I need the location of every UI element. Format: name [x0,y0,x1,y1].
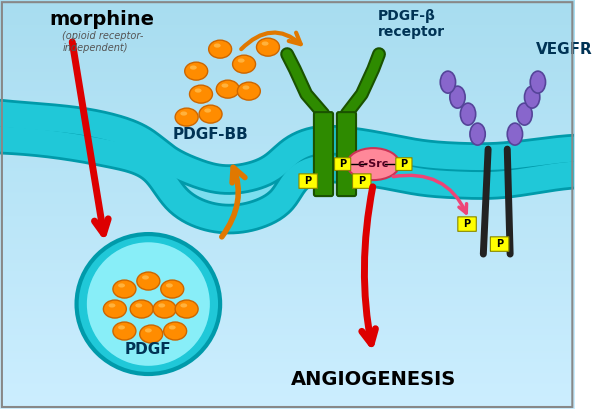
Ellipse shape [347,148,400,180]
Ellipse shape [185,62,208,80]
Ellipse shape [118,325,125,330]
FancyArrowPatch shape [241,33,301,49]
Text: ANGIOGENESIS: ANGIOGENESIS [290,369,456,389]
Ellipse shape [113,322,136,340]
Ellipse shape [233,55,256,73]
FancyArrowPatch shape [72,42,108,234]
Ellipse shape [118,283,125,288]
Ellipse shape [262,41,269,46]
Ellipse shape [103,300,127,318]
Text: P: P [463,219,470,229]
Text: VEGFR: VEGFR [536,42,593,57]
FancyBboxPatch shape [337,112,356,196]
Polygon shape [0,114,574,219]
FancyBboxPatch shape [353,174,371,188]
Ellipse shape [109,303,115,308]
Text: (opioid receptor-
independent): (opioid receptor- independent) [62,31,143,53]
Ellipse shape [204,108,211,112]
Ellipse shape [166,283,173,288]
Ellipse shape [530,71,545,93]
FancyBboxPatch shape [314,112,333,196]
Ellipse shape [238,58,245,63]
Ellipse shape [470,123,485,145]
Ellipse shape [190,85,212,103]
Ellipse shape [450,86,465,108]
Ellipse shape [524,86,540,108]
Ellipse shape [214,43,221,48]
Ellipse shape [86,242,211,366]
Ellipse shape [440,71,455,93]
Text: PDGF-β
receptor: PDGF-β receptor [378,9,445,39]
Text: P: P [496,239,503,249]
Ellipse shape [137,272,160,290]
Ellipse shape [77,234,220,374]
Ellipse shape [142,275,149,280]
FancyArrowPatch shape [362,187,376,344]
Ellipse shape [199,105,222,123]
Ellipse shape [238,82,260,100]
Ellipse shape [256,38,280,56]
Ellipse shape [164,322,187,340]
Ellipse shape [169,325,176,330]
Ellipse shape [136,303,142,308]
Ellipse shape [507,123,523,145]
Ellipse shape [175,108,198,126]
Ellipse shape [209,40,232,58]
FancyArrowPatch shape [393,175,467,213]
Ellipse shape [130,300,153,318]
Ellipse shape [190,65,197,70]
Text: P: P [400,159,407,169]
Ellipse shape [153,300,176,318]
Ellipse shape [161,280,184,298]
Text: PDGF-BB: PDGF-BB [173,127,248,142]
Text: P: P [305,176,312,186]
Ellipse shape [113,280,136,298]
Ellipse shape [460,103,476,125]
Ellipse shape [221,83,229,88]
Text: c-Src: c-Src [358,159,389,169]
FancyArrowPatch shape [222,167,245,237]
Text: morphine: morphine [50,10,155,29]
FancyBboxPatch shape [490,237,509,251]
FancyBboxPatch shape [396,158,412,171]
Text: PDGF: PDGF [125,342,172,357]
Ellipse shape [175,300,198,318]
Ellipse shape [217,80,239,98]
Ellipse shape [517,103,532,125]
Ellipse shape [181,111,187,116]
Text: P: P [339,159,346,169]
Ellipse shape [181,303,187,308]
Ellipse shape [145,328,152,333]
FancyBboxPatch shape [299,174,317,188]
Ellipse shape [140,325,163,343]
FancyBboxPatch shape [335,158,351,171]
Ellipse shape [158,303,165,308]
FancyBboxPatch shape [458,217,476,231]
Ellipse shape [242,85,250,90]
Text: P: P [358,176,365,186]
Ellipse shape [194,88,202,92]
